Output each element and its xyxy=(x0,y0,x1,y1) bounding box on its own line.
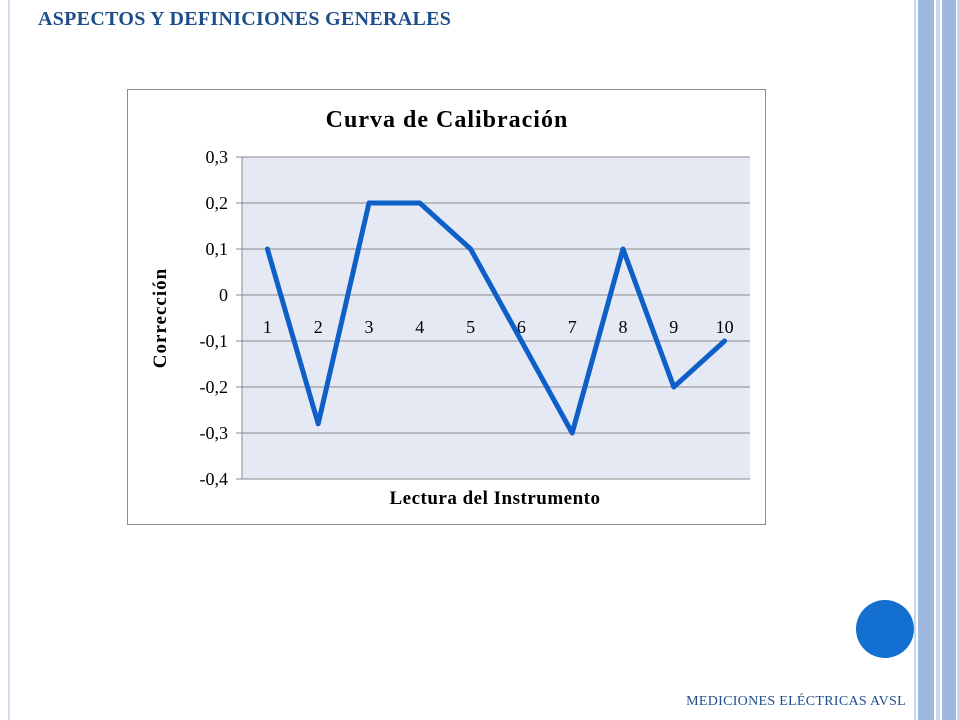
x-tick-label: 6 xyxy=(517,317,526,337)
x-tick-labels: 1 2 3 4 5 6 7 8 9 10 xyxy=(263,317,734,337)
data-point xyxy=(519,339,523,343)
right-decorative-bars xyxy=(914,0,960,720)
gridlines xyxy=(236,156,750,480)
x-tick-label: 9 xyxy=(669,317,678,337)
plot-area xyxy=(242,157,750,479)
slide-title: ASPECTOS Y DEFINICIONES GENERALES xyxy=(38,8,452,30)
data-point xyxy=(418,201,422,205)
y-tick-label: -0,3 xyxy=(200,423,229,443)
y-axis-label: Corrección xyxy=(150,268,171,368)
y-tick-label: -0,4 xyxy=(200,469,229,489)
x-tick-label: 8 xyxy=(619,317,628,337)
data-point xyxy=(367,201,371,205)
data-point xyxy=(469,247,473,251)
data-points xyxy=(265,201,727,435)
x-tick-label: 2 xyxy=(314,317,323,337)
x-axis-label: Lectura del Instrumento xyxy=(390,488,601,509)
data-point xyxy=(723,339,727,343)
decor-bar xyxy=(918,0,934,720)
x-tick-label: 10 xyxy=(716,317,734,337)
y-tick-labels: 0,3 0,2 0,1 0 -0,1 -0,2 -0,3 -0,4 xyxy=(200,147,229,489)
data-point xyxy=(265,247,269,251)
y-tick-label: 0,2 xyxy=(206,193,229,213)
decor-bar xyxy=(957,0,960,720)
chart-svg: Curva de Calibración 0,3 0,2 0,1 0 -0,1 -0,2 -… xyxy=(150,107,750,509)
y-tick-label: 0,3 xyxy=(206,147,229,167)
chart-title: Curva de Calibración xyxy=(326,107,569,133)
y-tick-label: -0,1 xyxy=(200,331,229,351)
decor-bar xyxy=(936,0,940,720)
left-border-rule xyxy=(8,0,10,720)
x-tick-label: 3 xyxy=(365,317,374,337)
x-tick-label: 1 xyxy=(263,317,272,337)
y-tick-label: 0 xyxy=(219,285,228,305)
y-tick-label: -0,2 xyxy=(200,377,229,397)
series-line xyxy=(264,200,728,436)
x-tick-label: 7 xyxy=(568,317,577,337)
data-point xyxy=(570,431,574,435)
x-tick-label: 5 xyxy=(466,317,475,337)
decor-bar xyxy=(914,0,916,720)
y-tick-label: 0,1 xyxy=(206,239,229,259)
decorative-circle xyxy=(856,600,914,658)
data-point xyxy=(316,422,320,426)
footer-text: MEDICIONES ELÉCTRICAS AVSL xyxy=(686,694,906,709)
decor-bar xyxy=(942,0,956,720)
x-tick-label: 4 xyxy=(415,317,424,337)
data-point xyxy=(672,385,676,389)
data-point xyxy=(621,247,625,251)
calibration-chart: Curva de Calibración 0,3 0,2 0,1 0 -0,1 -0,2 -… xyxy=(127,89,766,525)
